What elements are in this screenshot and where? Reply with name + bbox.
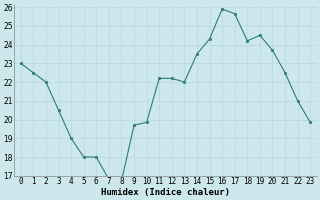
X-axis label: Humidex (Indice chaleur): Humidex (Indice chaleur) [101,188,230,197]
